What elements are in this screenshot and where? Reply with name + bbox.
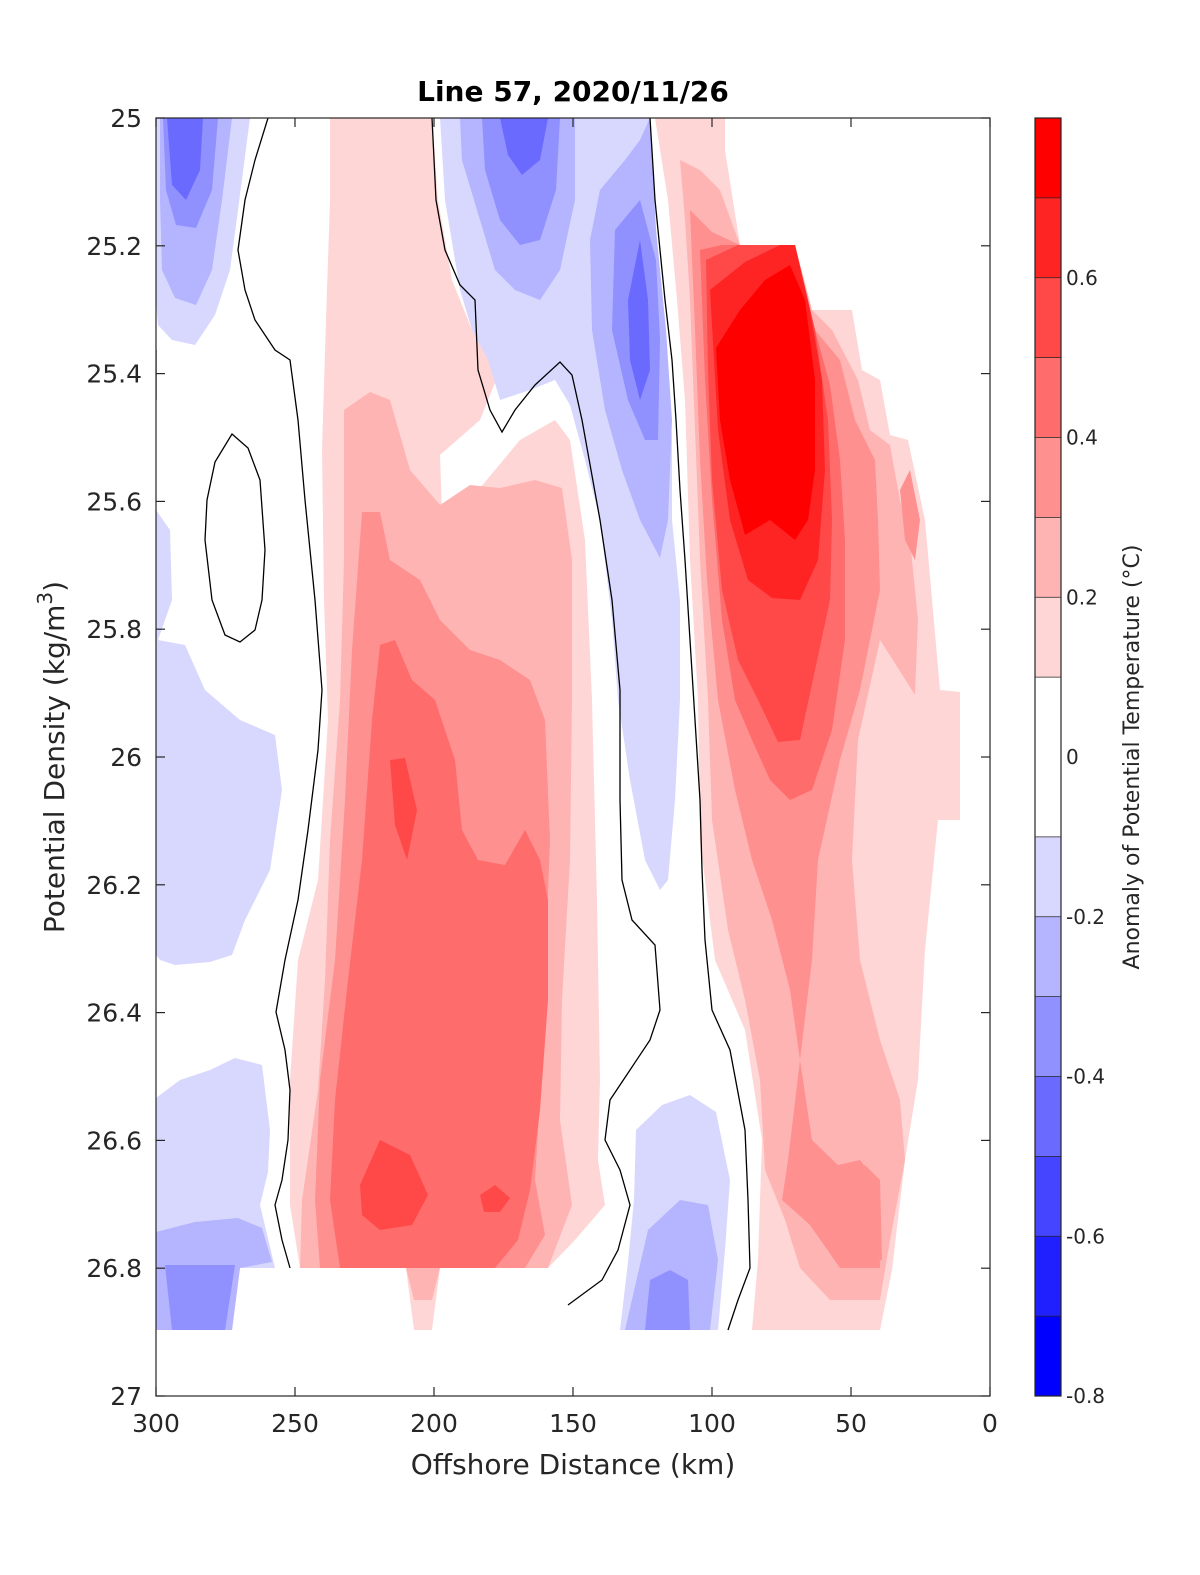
x-axis: 300 250 200 150 100 50 0 <box>132 118 998 1438</box>
colorbar-tick-label: -0.4 <box>1066 1065 1105 1089</box>
x-tick-label: 250 <box>271 1409 319 1438</box>
contour-warm-right-band-l3c <box>900 470 920 560</box>
contour-warm-left-band-l5 <box>390 758 417 860</box>
y-tick-label: 26.4 <box>86 999 142 1028</box>
y-tick-label: 26.2 <box>86 871 142 900</box>
colorbar-swatch <box>1035 357 1061 438</box>
colorbar-tick-label: 0.2 <box>1066 585 1098 609</box>
y-tick-label: 25.8 <box>86 615 142 644</box>
x-axis-label: Offshore Distance (km) <box>411 1448 736 1481</box>
y-axis-label-sup: 3 <box>33 592 57 605</box>
y-axis-label: Potential Density (kg/m3) <box>33 581 71 933</box>
y-tick-label: 26.6 <box>86 1126 142 1155</box>
colorbar-swatch <box>1035 118 1061 198</box>
y-tick-label: 26.8 <box>86 1254 142 1283</box>
colorbar-tick-label: 0 <box>1066 745 1079 769</box>
y-axis-label-end: ) <box>38 581 71 592</box>
y-tick-label: 25.2 <box>86 232 142 261</box>
contour-warm-left-band-l5b <box>360 1140 428 1230</box>
colorbar: -0.8 -0.6 -0.4 -0.2 0 0.2 0.4 0.6 <box>1034 117 1105 1408</box>
colorbar-tick-label: -0.6 <box>1066 1224 1105 1248</box>
colorbar-swatch <box>1035 1156 1061 1237</box>
zero-contour-4 <box>204 433 266 643</box>
colorbar-tick-label: -0.2 <box>1066 905 1105 929</box>
x-tick-label: 50 <box>835 1409 867 1438</box>
contour-warm-left-band-l4 <box>330 640 548 1268</box>
colorbar-tick-label: 0.4 <box>1066 426 1098 450</box>
colorbar-swatch <box>1035 1076 1061 1157</box>
y-tick-label: 25.6 <box>86 487 142 516</box>
y-tick-label: 25 <box>110 104 142 133</box>
contour-cold-center-l4 <box>628 240 650 400</box>
contour-cold-left-middle <box>156 510 282 965</box>
y-tick-label: 27 <box>110 1382 142 1411</box>
zero-contour-3 <box>649 118 751 1331</box>
zero-contour-2 <box>431 118 661 1306</box>
contour-cold-lower-left-l3 <box>165 1265 235 1330</box>
chart-title: Line 57, 2020/11/26 <box>417 75 729 108</box>
y-axis: 25 25.2 25.4 25.6 25.8 26 26.2 26.4 26.6 26.8 27 <box>86 104 990 1411</box>
colorbar-swatch <box>1035 1236 1061 1317</box>
y-tick-label: 26 <box>110 743 142 772</box>
x-tick-label: 300 <box>132 1409 180 1438</box>
colorbar-swatch <box>1035 277 1061 358</box>
contour-cold-top-center-l4 <box>500 118 548 175</box>
colorbar-swatch <box>1035 437 1061 518</box>
colorbar-swatch <box>1035 517 1061 598</box>
y-axis-label-main: Potential Density (kg/m <box>38 605 71 934</box>
colorbar-swatch <box>1035 996 1061 1077</box>
contour-fill <box>156 118 960 1331</box>
colorbar-swatch <box>1035 1316 1061 1396</box>
contour-warm-left-band-l5c <box>480 1185 510 1212</box>
x-tick-label: 150 <box>549 1409 597 1438</box>
colorbar-swatch <box>1035 597 1061 678</box>
contour-cold-upper-left-l4 <box>167 118 203 200</box>
colorbar-swatch <box>1035 677 1061 837</box>
contour-cold-bottom-center-l3 <box>645 1270 690 1330</box>
colorbar-swatch <box>1035 836 1061 917</box>
zero-contour-1 <box>237 118 323 1269</box>
y-tick-label: 25.4 <box>86 360 142 389</box>
colorbar-tick-label: 0.6 <box>1066 266 1098 290</box>
contour-warm-right-band-l3b <box>845 1165 882 1265</box>
x-tick-label: 0 <box>982 1409 998 1438</box>
contour-warm-right-band-l7 <box>716 265 815 540</box>
colorbar-swatch <box>1035 916 1061 997</box>
colorbar-tick-label: -0.8 <box>1066 1384 1105 1408</box>
x-tick-label: 100 <box>688 1409 736 1438</box>
colorbar-swatch <box>1035 197 1061 278</box>
x-tick-label: 200 <box>410 1409 458 1438</box>
colorbar-label: Anomaly of Potential Temperature (°C) <box>1120 545 1145 970</box>
